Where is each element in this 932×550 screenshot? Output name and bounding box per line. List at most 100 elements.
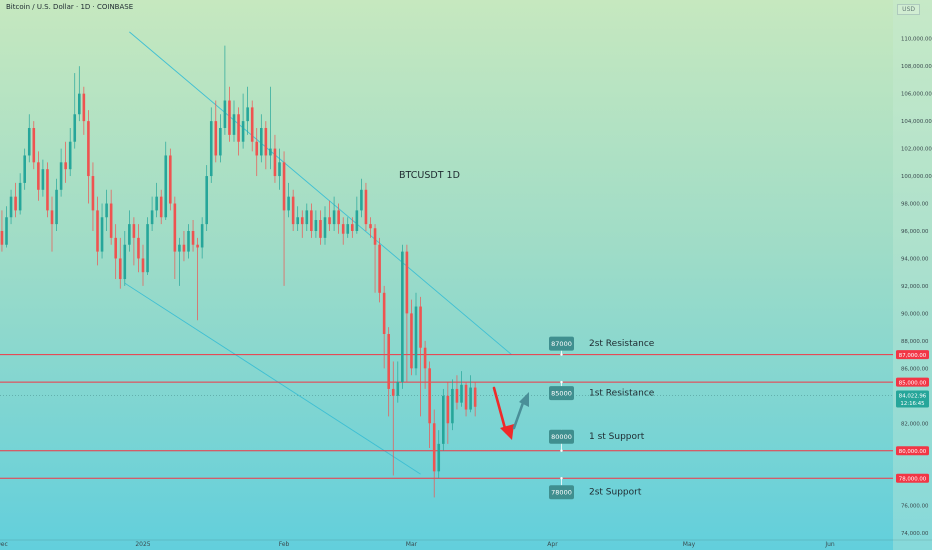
- candle-up[interactable]: [59, 162, 63, 190]
- candle-down[interactable]: [328, 217, 331, 225]
- candle-down[interactable]: [64, 162, 67, 170]
- candle-down[interactable]: [169, 155, 172, 204]
- candle-down[interactable]: [255, 141, 259, 156]
- candle-down[interactable]: [37, 162, 40, 190]
- candle-up[interactable]: [241, 121, 245, 142]
- zone-value-box[interactable]: [549, 336, 574, 351]
- candle-down[interactable]: [114, 237, 117, 259]
- candle-down[interactable]: [182, 244, 186, 252]
- candle-down[interactable]: [96, 210, 99, 252]
- candle-up[interactable]: [469, 387, 472, 410]
- candle-up[interactable]: [414, 306, 418, 369]
- candle-down[interactable]: [373, 228, 377, 245]
- candle-down[interactable]: [132, 224, 136, 238]
- candle-down[interactable]: [364, 189, 368, 225]
- candle-up[interactable]: [219, 127, 222, 156]
- candle-down[interactable]: [50, 210, 54, 225]
- candle-down[interactable]: [173, 203, 177, 252]
- candle-down[interactable]: [310, 210, 313, 231]
- candle-down[interactable]: [473, 387, 477, 407]
- currency-button[interactable]: USD: [897, 4, 920, 15]
- candle-up[interactable]: [401, 251, 404, 383]
- zone-value-box[interactable]: [549, 429, 574, 444]
- candle-up[interactable]: [123, 244, 127, 280]
- candle-down[interactable]: [464, 384, 468, 410]
- candle-down[interactable]: [369, 224, 372, 229]
- candle-down[interactable]: [382, 292, 386, 334]
- candle-up[interactable]: [451, 388, 454, 424]
- candle-up[interactable]: [5, 217, 8, 245]
- candle-down[interactable]: [196, 244, 199, 248]
- candle-down[interactable]: [391, 388, 395, 396]
- candle-up[interactable]: [27, 127, 31, 156]
- trendline[interactable]: [129, 31, 512, 355]
- candle-down[interactable]: [446, 395, 450, 424]
- candle-up[interactable]: [260, 127, 263, 156]
- candle-up[interactable]: [78, 93, 81, 115]
- candle-up[interactable]: [269, 148, 272, 156]
- candle-down[interactable]: [341, 224, 345, 234]
- trendline[interactable]: [124, 282, 421, 475]
- candle-up[interactable]: [209, 121, 213, 177]
- candle-up[interactable]: [200, 224, 204, 248]
- candle-down[interactable]: [141, 258, 145, 273]
- candle-down[interactable]: [455, 388, 459, 403]
- candle-up[interactable]: [18, 182, 22, 211]
- candle-down[interactable]: [237, 114, 240, 142]
- candle-up[interactable]: [296, 217, 299, 225]
- zone-value-box[interactable]: [549, 485, 574, 500]
- candle-down[interactable]: [0, 230, 4, 245]
- candle-down[interactable]: [428, 368, 431, 424]
- candle-down[interactable]: [118, 258, 122, 280]
- candle-down[interactable]: [319, 220, 322, 238]
- candle-up[interactable]: [223, 100, 227, 128]
- candle-down[interactable]: [337, 210, 340, 225]
- candle-up[interactable]: [314, 220, 318, 231]
- candle-down[interactable]: [228, 100, 231, 135]
- candle-down[interactable]: [214, 121, 218, 156]
- candle-up[interactable]: [355, 210, 359, 231]
- candle-down[interactable]: [378, 244, 381, 293]
- candle-down[interactable]: [109, 203, 113, 238]
- candle-down[interactable]: [410, 313, 413, 369]
- candle-down[interactable]: [159, 196, 163, 218]
- candle-up[interactable]: [23, 155, 26, 183]
- candle-up[interactable]: [332, 210, 336, 225]
- candle-down[interactable]: [291, 196, 295, 225]
- candle-down[interactable]: [351, 224, 354, 231]
- candle-down[interactable]: [387, 333, 390, 389]
- candle-up[interactable]: [205, 176, 208, 225]
- candle-down[interactable]: [423, 347, 427, 369]
- candle-down[interactable]: [250, 107, 254, 142]
- candle-down[interactable]: [300, 217, 304, 225]
- candle-up[interactable]: [146, 224, 149, 273]
- candle-up[interactable]: [55, 189, 58, 225]
- candle-up[interactable]: [150, 210, 154, 225]
- candle-down[interactable]: [432, 423, 436, 472]
- candle-down[interactable]: [419, 306, 422, 348]
- candle-up[interactable]: [73, 114, 77, 142]
- candle-up[interactable]: [460, 384, 463, 403]
- zone-value-box[interactable]: [549, 386, 574, 401]
- candle-up[interactable]: [305, 210, 309, 225]
- candle-up[interactable]: [128, 224, 131, 245]
- candle-up[interactable]: [105, 203, 108, 218]
- candle-down[interactable]: [32, 127, 36, 163]
- candle-down[interactable]: [137, 237, 140, 259]
- candle-up[interactable]: [164, 155, 168, 218]
- candle-up[interactable]: [41, 169, 45, 190]
- price-axis[interactable]: [893, 0, 932, 550]
- candle-up[interactable]: [9, 196, 13, 218]
- candle-down[interactable]: [46, 169, 49, 211]
- candle-down[interactable]: [87, 121, 90, 177]
- candle-up[interactable]: [396, 382, 400, 396]
- candle-up[interactable]: [346, 224, 350, 234]
- candle-up[interactable]: [437, 443, 441, 472]
- candle-down[interactable]: [264, 127, 268, 156]
- candle-down[interactable]: [191, 230, 195, 245]
- candle-up[interactable]: [178, 244, 181, 252]
- candle-up[interactable]: [287, 196, 290, 211]
- candle-up[interactable]: [232, 114, 236, 135]
